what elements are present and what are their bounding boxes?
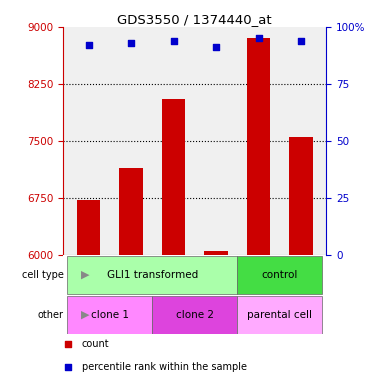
Text: other: other — [38, 310, 64, 319]
Bar — [237, 256, 322, 294]
Point — [128, 40, 134, 46]
Title: GDS3550 / 1374440_at: GDS3550 / 1374440_at — [118, 13, 272, 26]
Text: clone 2: clone 2 — [176, 310, 214, 319]
Bar — [204, 251, 228, 255]
Bar — [119, 168, 143, 255]
Bar — [67, 256, 237, 294]
Point — [256, 35, 262, 41]
Bar — [152, 296, 237, 334]
Text: percentile rank within the sample: percentile rank within the sample — [82, 362, 246, 372]
Text: clone 1: clone 1 — [91, 310, 129, 319]
Bar — [289, 137, 313, 255]
Text: ▶: ▶ — [81, 270, 89, 280]
Text: GLI1 transformed: GLI1 transformed — [107, 270, 198, 280]
Point — [65, 341, 71, 347]
Bar — [67, 296, 152, 334]
Bar — [162, 99, 185, 255]
Point — [65, 364, 71, 370]
Text: cell type: cell type — [22, 270, 64, 280]
Point — [213, 45, 219, 51]
Point — [298, 38, 304, 44]
Point — [171, 38, 177, 44]
Text: parental cell: parental cell — [247, 310, 312, 319]
Text: count: count — [82, 339, 109, 349]
Text: ▶: ▶ — [81, 310, 89, 319]
Bar — [77, 200, 100, 255]
Bar — [247, 38, 270, 255]
Bar — [237, 296, 322, 334]
Text: control: control — [262, 270, 298, 280]
Point — [86, 42, 92, 48]
